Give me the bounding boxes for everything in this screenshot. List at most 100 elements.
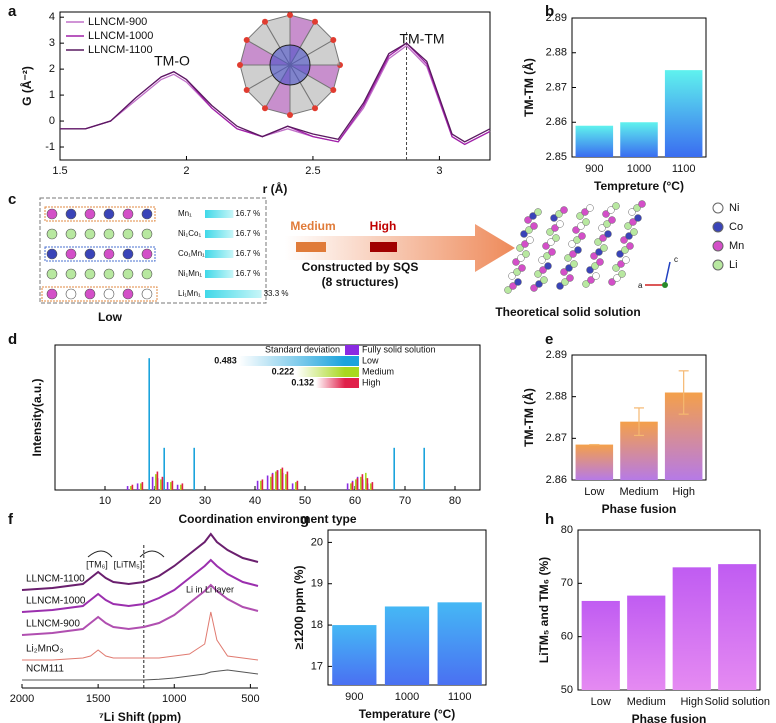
x-axis-label: Tempreture (°C) xyxy=(594,179,684,193)
stem-bar xyxy=(160,479,162,490)
atom xyxy=(621,246,629,254)
stem-bar xyxy=(193,447,195,490)
atom xyxy=(84,228,96,240)
bar xyxy=(672,567,711,690)
composition-value: 33.3 % xyxy=(264,289,289,298)
data-line xyxy=(60,42,491,143)
panel-letter: g xyxy=(300,511,309,528)
x-tick-label: 2.5 xyxy=(305,165,320,177)
result-label: Theoretical solid solution xyxy=(495,305,640,319)
atom xyxy=(576,212,584,220)
atom xyxy=(65,268,77,280)
atom xyxy=(561,278,569,286)
stem-bar xyxy=(393,447,395,490)
atom xyxy=(556,282,564,290)
bar xyxy=(664,70,703,157)
atom xyxy=(103,268,115,280)
stem-bar xyxy=(266,475,269,490)
std-dev-bar xyxy=(238,356,345,366)
bar xyxy=(575,444,614,480)
atom xyxy=(629,218,637,226)
stem-bar xyxy=(295,482,297,490)
y-tick-label: 60 xyxy=(561,631,573,643)
stem-bar xyxy=(171,480,174,490)
stem-bar xyxy=(260,480,262,490)
atom xyxy=(530,284,538,292)
x-tick-label: 1100 xyxy=(448,691,472,703)
y-axis-label: LiTM₅ and TM₆ (%) xyxy=(537,557,551,663)
atom xyxy=(514,278,522,286)
x-axis-label: Temperature (°C) xyxy=(359,707,456,721)
atom xyxy=(560,206,568,214)
atom xyxy=(141,268,153,280)
atom xyxy=(607,206,615,214)
medium-label: Medium xyxy=(290,219,335,233)
atom xyxy=(564,254,572,262)
atom xyxy=(608,278,616,286)
composition-value: 16.7 % xyxy=(235,229,260,238)
bar xyxy=(437,602,482,685)
composition-value: 16.7 % xyxy=(235,209,260,218)
atom xyxy=(550,214,558,222)
legend-label: Li xyxy=(729,259,738,271)
stem-bar xyxy=(276,470,279,490)
stem-bar xyxy=(351,482,354,490)
atom xyxy=(546,228,554,236)
stem-bar xyxy=(423,447,425,490)
atom xyxy=(508,272,516,280)
std-dev-bar xyxy=(315,378,345,388)
legend-label: Mn xyxy=(729,240,744,252)
legend-label: Medium xyxy=(362,366,394,376)
composition-label: Co₁Mn₁ xyxy=(178,249,205,258)
stem-bar xyxy=(356,478,359,490)
x-tick-label: 2 xyxy=(183,165,189,177)
arrow xyxy=(139,550,165,558)
stem-bar xyxy=(271,474,274,490)
stem-bar xyxy=(371,482,374,490)
x-axis-label: Phase fusion xyxy=(602,502,677,516)
atom xyxy=(520,230,528,238)
composition-bar xyxy=(205,210,234,218)
atom xyxy=(566,274,574,282)
plot-frame xyxy=(577,529,761,691)
plot-frame xyxy=(54,344,481,491)
atom xyxy=(543,252,551,260)
x-tick-label: 1500 xyxy=(86,693,110,705)
y-tick-label: 20 xyxy=(311,536,323,548)
atom xyxy=(555,210,563,218)
atom xyxy=(613,274,621,282)
y-tick-label: 2.85 xyxy=(546,151,567,163)
x-axis-label: Phase fusion xyxy=(632,712,707,723)
y-tick-label: 4 xyxy=(49,11,55,23)
y-tick-label: 18 xyxy=(311,619,323,631)
std-dev-bar xyxy=(296,367,345,377)
bar xyxy=(384,606,430,685)
stem-bar xyxy=(366,478,369,490)
atom xyxy=(539,266,547,274)
atom xyxy=(504,286,512,294)
atom xyxy=(84,268,96,280)
stem-bar xyxy=(151,476,154,490)
y-tick-label: 50 xyxy=(561,684,573,696)
x-tick-label: 70 xyxy=(399,495,411,507)
atom xyxy=(599,234,607,242)
x-tick-label: 1.5 xyxy=(52,165,67,177)
atom xyxy=(262,18,268,25)
y-tick-label: 0 xyxy=(49,115,55,127)
atom xyxy=(526,236,534,244)
x-tick-label: 10 xyxy=(99,495,111,507)
composition-label: Li₁Mn₁ xyxy=(178,289,201,298)
legend-swatch xyxy=(345,345,359,355)
annotation: TM-O xyxy=(154,53,190,69)
medium-swatch xyxy=(296,242,326,252)
atom xyxy=(517,254,525,262)
panel-letter: b xyxy=(545,3,554,20)
atom xyxy=(262,105,268,112)
atom xyxy=(634,214,642,222)
stem-bar xyxy=(346,483,349,490)
legend-label: LLNCM-1000 xyxy=(88,30,153,42)
highlight xyxy=(44,246,156,262)
stem-bar xyxy=(270,476,272,490)
series-label: Li₂MnO₃ xyxy=(26,644,63,655)
atom xyxy=(525,226,533,234)
